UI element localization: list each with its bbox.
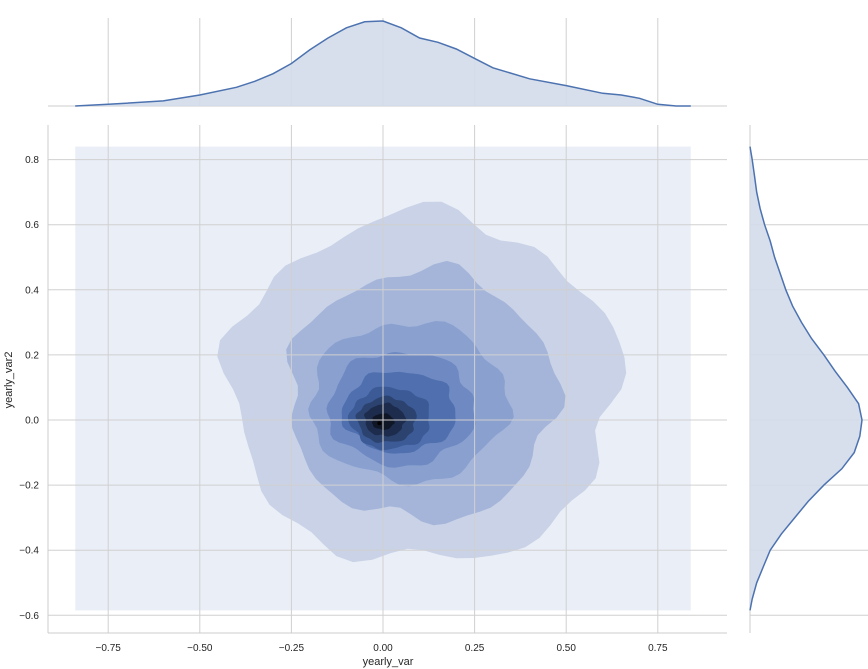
y-tick-label-7: 0.8 (25, 155, 39, 166)
y-tick-label-4: 0.2 (25, 350, 39, 361)
joint-spines (47, 125, 727, 634)
right-marginal-density-line (749, 146, 863, 611)
right-marginal-density (749, 146, 863, 611)
joint-grid (48, 125, 727, 633)
y-tick-label-6: 0.6 (25, 220, 39, 231)
right-marginal-density-fill (750, 146, 862, 611)
top-marginal-density-line (75, 20, 691, 107)
right-marginal-axes (749, 125, 868, 633)
top-marginal-density-fill (75, 21, 691, 106)
x-tick-label-5: 0.50 (556, 643, 576, 654)
y-tick-label-3: 0.0 (25, 416, 39, 427)
x-tick-label-6: 0.75 (648, 643, 668, 654)
y-axis-ticks: −0.6 −0.4 −0.2 0.0 0.2 0.4 0.6 0.8 (19, 155, 39, 622)
joint-axes: −0.75 −0.50 −0.25 0.00 0.25 0.50 0.75 −0.6 −0.4… (3, 125, 727, 668)
x-tick-label-4: 0.25 (465, 643, 485, 654)
top-marginal-axes (48, 18, 727, 107)
y-axis-title: yearly_var2 (3, 352, 15, 409)
kde-peak-point (377, 421, 382, 426)
x-tick-label-3: 0.00 (373, 643, 393, 654)
y-tick-label-0: −0.6 (19, 611, 39, 622)
x-axis-ticks: −0.75 −0.50 −0.25 0.00 0.25 0.50 0.75 (96, 643, 668, 654)
top-marginal-density (75, 20, 691, 107)
y-tick-label-2: −0.2 (19, 481, 39, 492)
y-tick-label-1: −0.4 (19, 546, 39, 557)
x-tick-label-2: −0.25 (279, 643, 305, 654)
kde-contours (217, 201, 627, 563)
x-axis-title: yearly_var (363, 656, 414, 668)
x-tick-label-1: −0.50 (187, 643, 213, 654)
y-tick-label-5: 0.4 (25, 285, 39, 296)
x-tick-label-0: −0.75 (96, 643, 122, 654)
